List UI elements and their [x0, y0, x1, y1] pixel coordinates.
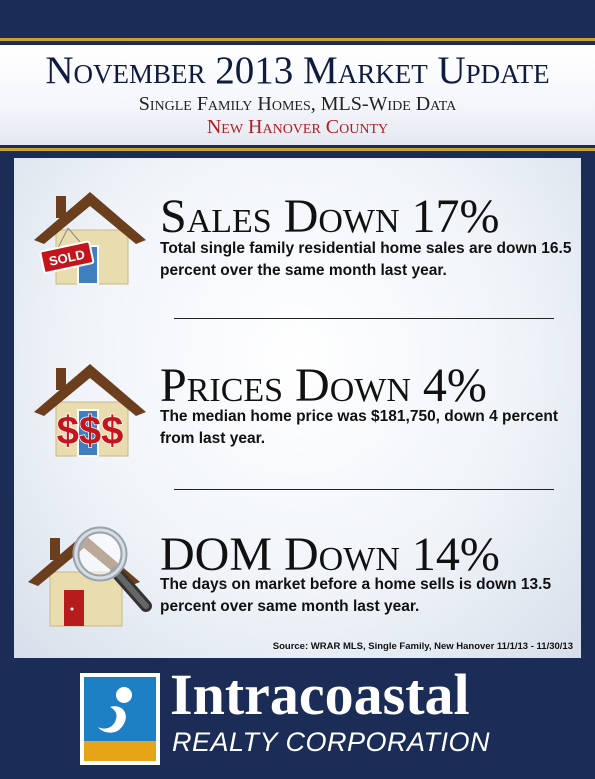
dollar-badge: $$$	[57, 409, 124, 453]
header-bottom-gold-line	[0, 148, 595, 151]
prices-description: The median home price was $181,750, down…	[160, 408, 558, 447]
prices-title: Prices Down 4%	[160, 359, 487, 412]
dom-description: The days on market before a home sells i…	[160, 576, 552, 615]
county-label: New Hanover County	[206, 116, 389, 138]
wave-logo-icon	[80, 673, 160, 765]
price-house-icon: $$$	[34, 364, 146, 457]
stats-panel: SOLD Sales Down 17% Total single family …	[14, 158, 581, 658]
sales-description: Total single family residential home sal…	[160, 240, 572, 279]
sold-badge: SOLD	[48, 247, 86, 269]
brand-subtitle: REALTY CORPORATION	[172, 727, 491, 757]
dom-title: DOM Down 14%	[160, 528, 500, 581]
top-gold-line	[0, 38, 595, 41]
divider-2	[174, 489, 554, 490]
header: November 2013 Market Update Single Famil…	[0, 45, 595, 145]
page-subtitle: Single Family Homes, MLS-Wide Data	[138, 93, 457, 115]
magnifier-house-icon	[28, 526, 152, 627]
sales-title: Sales Down 17%	[160, 190, 500, 243]
source-note: Source: WRAR MLS, Single Family, New Han…	[272, 641, 573, 652]
brand-name: Intracoastal	[170, 662, 470, 727]
divider-1	[174, 318, 554, 319]
sold-house-icon: SOLD	[34, 192, 146, 285]
page-title: November 2013 Market Update	[45, 49, 550, 92]
footer: Intracoastal REALTY CORPORATION	[0, 662, 595, 779]
